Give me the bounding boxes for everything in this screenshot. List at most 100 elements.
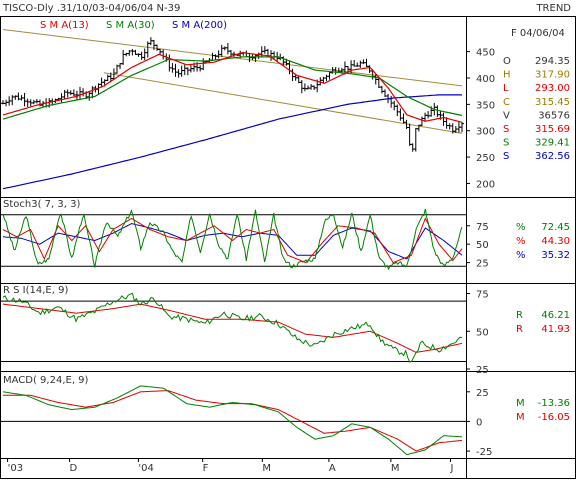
sma200-line <box>2 94 462 190</box>
price-bar <box>379 85 384 94</box>
y-tick-label: -25 <box>476 447 492 458</box>
price-bar <box>182 64 187 76</box>
y-tick-label: 50 <box>476 327 489 338</box>
readout-label: O <box>503 56 511 67</box>
rsi-readout: R 46.21 R 41.93 <box>516 310 570 335</box>
price-bar <box>78 86 83 100</box>
price-bar <box>364 58 369 67</box>
readout-label: R <box>516 324 523 335</box>
y-tick-label: 50 <box>476 240 489 251</box>
price-bar <box>395 104 400 117</box>
price-bar <box>225 43 230 55</box>
readout-label: % <box>516 236 526 247</box>
stochastic-title: Stoch3( 7, 3, 3) <box>3 199 80 210</box>
price-bar <box>324 74 329 82</box>
price-bar <box>25 98 30 107</box>
y-tick-label: 350 <box>476 100 495 111</box>
readout-label: S <box>503 138 509 149</box>
readout-value: 36576 <box>538 110 570 121</box>
y-tick-label: 300 <box>476 127 495 138</box>
readout-value: 293.00 <box>535 83 570 94</box>
x-tick-label: M <box>262 463 271 474</box>
stochastic-panel: Stoch3( 7, 3, 3) 25 50 75 % 72.45% 44.30% 35.… <box>0 199 570 271</box>
price-bar <box>222 46 227 51</box>
price-bar <box>290 68 295 82</box>
price-bar <box>59 93 64 103</box>
price-bar <box>68 90 73 96</box>
readout-label: M <box>516 398 525 409</box>
price-readout: O 294.35 H 317.90 L 293.00 C 315.45 V 36576 S 315.6… <box>503 56 570 162</box>
readout-value: 315.45 <box>535 97 570 108</box>
stochastic-marks <box>0 208 466 271</box>
readout-value: 329.41 <box>535 138 570 149</box>
x-tick-label: A <box>329 463 336 474</box>
price-bar <box>130 49 135 56</box>
readout-label: % <box>516 250 526 261</box>
price-bar <box>167 54 172 72</box>
price-bar <box>4 99 9 107</box>
readout-label: S <box>503 124 509 135</box>
price-bar <box>139 51 144 60</box>
readout-value: 72.45 <box>541 222 570 233</box>
x-tick-label: '03 <box>8 463 23 474</box>
price-bar <box>256 52 261 60</box>
y-tick-label: 450 <box>476 48 495 59</box>
y-tick-label: 25 <box>476 388 489 399</box>
price-bar <box>173 63 178 77</box>
price-bar <box>435 105 440 118</box>
x-axis: '03 D '04 F M A M J <box>7 458 453 474</box>
y-tick-label: 25 <box>476 365 489 376</box>
macd-line <box>2 385 463 456</box>
price-bar <box>121 49 126 65</box>
macd-marks <box>0 385 466 456</box>
readout-value: 44.30 <box>541 236 570 247</box>
price-bar <box>201 58 206 71</box>
price-bar <box>358 60 363 68</box>
price-bar <box>419 116 424 126</box>
rsi-title: R S I(14,E, 9) <box>3 285 68 296</box>
price-bar <box>309 84 314 90</box>
price-bar <box>398 108 403 121</box>
price-bar <box>392 100 397 111</box>
stochastic-d-line <box>2 217 463 264</box>
price-bar <box>185 67 190 76</box>
price-bar <box>302 83 307 92</box>
readout-label: S <box>503 151 509 162</box>
price-bar <box>361 59 366 65</box>
price-bar <box>136 53 141 57</box>
rsi-signal-line <box>2 303 463 353</box>
readout-label: % <box>516 222 526 233</box>
stochastic-k-line <box>2 208 463 271</box>
price-bar <box>441 112 446 126</box>
rsi-panel: R S I(14,E, 9) 25 50 75 R 46.21 R 41.93 <box>0 285 570 376</box>
x-tick-label: M <box>391 463 400 474</box>
readout-label: R <box>516 310 523 321</box>
x-tick-label: '04 <box>138 463 153 474</box>
rsi-line <box>2 292 463 363</box>
y-tick-label: 400 <box>476 74 495 85</box>
price-bar <box>170 63 175 73</box>
macd-title: MACD( 9,24,E, 9) <box>3 375 89 386</box>
price-bar <box>460 121 464 133</box>
panel-frames <box>0 16 576 478</box>
readout-value: 41.93 <box>541 324 570 335</box>
rsi-y-ticks: 25 50 75 <box>466 290 489 376</box>
price-bar <box>413 127 418 152</box>
trend-channel-lower <box>103 72 463 134</box>
date-readout: F 04/06/04 <box>511 28 565 39</box>
y-tick-label: 200 <box>476 179 495 190</box>
y-tick-label: 250 <box>476 153 495 164</box>
price-bar <box>305 85 310 90</box>
y-tick-label: 75 <box>476 222 489 233</box>
chart-title: TISCO-Dly .31/10/03-04/06/04 N-39 <box>2 3 180 14</box>
sma30-line <box>2 56 463 120</box>
x-tick-label: D <box>70 463 78 474</box>
stochastic-y-ticks: 25 50 75 <box>466 222 489 270</box>
legend-sma200: S M A(200) <box>172 20 227 31</box>
price-y-ticks: 200 250 300 350 400 450 <box>466 48 495 190</box>
rsi-marks <box>0 292 466 363</box>
price-bar <box>299 80 304 94</box>
readout-value: 46.21 <box>541 310 570 321</box>
outer-frame <box>0 16 576 479</box>
price-marks <box>1 28 464 190</box>
